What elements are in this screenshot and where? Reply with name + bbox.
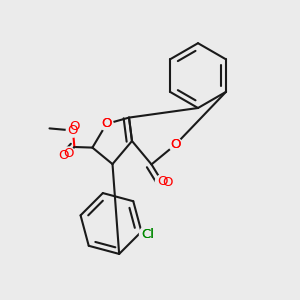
Circle shape — [140, 226, 156, 242]
Text: O: O — [101, 117, 112, 130]
Circle shape — [169, 138, 182, 151]
Text: O: O — [68, 124, 78, 137]
Text: O: O — [101, 117, 112, 130]
Circle shape — [100, 117, 113, 130]
Text: O: O — [170, 138, 181, 151]
Text: Cl: Cl — [141, 227, 154, 241]
Text: O: O — [59, 148, 69, 162]
Circle shape — [62, 147, 75, 160]
Text: Cl: Cl — [141, 227, 154, 241]
Text: O: O — [69, 119, 80, 133]
Text: O: O — [162, 176, 173, 190]
Circle shape — [66, 124, 80, 137]
Text: O: O — [63, 147, 74, 160]
Text: O: O — [157, 175, 167, 188]
Circle shape — [155, 175, 169, 188]
Text: O: O — [170, 138, 181, 151]
